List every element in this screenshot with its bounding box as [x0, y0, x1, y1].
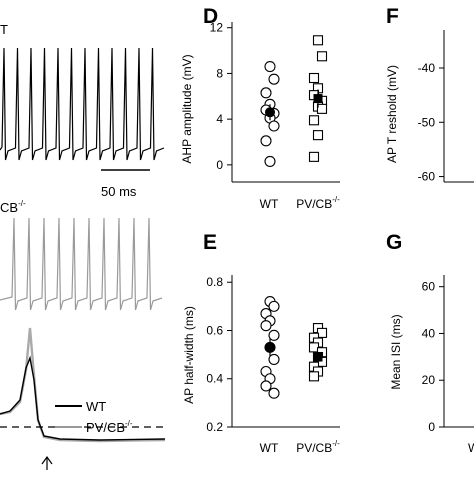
g-category-w: W: [468, 441, 474, 455]
g-ticks: 60 40 20 0: [422, 280, 444, 434]
d-ticks: 0 4 8 12: [210, 21, 232, 172]
pvcb-data-point: [312, 35, 324, 46]
mean-marker: [265, 107, 275, 118]
pvcb-data-point: [316, 103, 328, 114]
pvcb-trace-label: CB-/-: [0, 199, 26, 215]
legend-pvcb-label-sup: -/-: [125, 419, 133, 428]
f-ticks: -40 -50 -60: [418, 61, 444, 184]
wt-data-point: [264, 155, 276, 167]
y-tick-label: 0: [428, 420, 435, 434]
d-category-pvcb-sup: -/-: [332, 195, 340, 204]
d-category-wt: WT: [260, 197, 279, 211]
wt-data-point: [268, 353, 280, 365]
panel-f: F AP T reshold (mV) -40 -50 -60: [385, 5, 474, 184]
ap-waveform-panel: WT PV/CB-/-: [0, 327, 166, 470]
d-y-axis-label: AHP amplitude (mV): [180, 54, 194, 163]
d-points: [260, 35, 328, 167]
y-tick-label: 12: [210, 21, 224, 35]
e-category-pvcb-sup: -/-: [332, 439, 340, 448]
y-tick-label: -60: [418, 170, 436, 184]
legend-pvcb-label-text: PV/CB: [86, 420, 125, 435]
pvcb-trace-label-text: CB: [0, 200, 18, 215]
panel-letter-f: F: [386, 5, 399, 28]
wt-ap-waveform: [0, 355, 166, 441]
y-tick-label: 0.2: [206, 420, 223, 434]
mean-marker: [313, 352, 323, 362]
arrow-head-icon: [41, 455, 53, 465]
wt-data-point: [260, 380, 272, 392]
e-category-pvcb-text: PV/CB: [296, 441, 332, 455]
pvcb-ap-waveform: [0, 327, 166, 443]
pvcb-data-point: [308, 72, 320, 84]
wt-data-point: [268, 329, 280, 341]
y-tick-label: 0.8: [206, 275, 223, 289]
pvcb-data-point: [316, 51, 328, 62]
y-tick-label: 0.4: [206, 372, 223, 386]
wt-data-point: [260, 87, 272, 99]
wt-trace-panel: T 50 ms: [0, 22, 165, 199]
wt-data-point: [260, 135, 272, 147]
mean-marker: [265, 342, 275, 353]
pvcb-trace-panel: CB-/-: [0, 199, 163, 311]
panel-e: E AP half-width (ms) 0.2 0.4 0.6 0.8 WT PV/…: [182, 231, 340, 455]
y-tick-label: 60: [422, 280, 436, 294]
d-category-pvcb: PV/CB-/-: [296, 195, 340, 211]
e-points: [260, 295, 328, 399]
y-tick-label: 20: [422, 373, 436, 387]
pvcb-spike-trace: [0, 217, 163, 311]
pvcb-data-point: [308, 371, 320, 382]
y-tick-label: 40: [422, 326, 436, 340]
f-y-axis-label: AP T reshold (mV): [385, 65, 399, 163]
legend-wt-label: WT: [86, 399, 106, 414]
mean-marker: [313, 94, 323, 104]
wt-trace-label: T: [0, 22, 8, 37]
panel-g: G Mean ISI (ms) 60 40 20 0 W: [386, 231, 474, 455]
e-ticks: 0.2 0.4 0.6 0.8: [206, 275, 232, 434]
e-y-axis-label: AP half-width (ms): [182, 306, 196, 404]
pvcb-data-point: [312, 130, 324, 141]
y-tick-label: 0.6: [206, 323, 223, 337]
wt-data-point: [268, 300, 280, 312]
e-category-pvcb: PV/CB-/-: [296, 439, 340, 455]
d-category-pvcb-text: PV/CB: [296, 197, 332, 211]
wt-data-point: [268, 387, 280, 399]
wt-data-point: [268, 120, 280, 132]
y-tick-label: 4: [216, 112, 223, 126]
y-tick-label: -50: [418, 115, 436, 129]
e-category-wt: WT: [260, 441, 279, 455]
wt-data-point: [260, 320, 272, 332]
pvcb-data-point: [308, 115, 320, 126]
panel-letter-e: E: [203, 231, 217, 254]
y-tick-label: 8: [216, 66, 223, 80]
legend-pvcb-label: PV/CB-/-: [86, 419, 133, 435]
pvcb-trace-label-sup: -/-: [18, 199, 26, 208]
panel-letter-g: G: [386, 231, 402, 254]
wt-data-point: [268, 73, 280, 85]
panel-d: D AHP amplitude (mV) 0 4 8 12 WT PV/CB-/-: [180, 5, 340, 211]
y-tick-label: 0: [216, 158, 223, 172]
wt-data-point: [264, 61, 276, 73]
scale-bar-label: 50 ms: [101, 184, 137, 199]
g-y-axis-label: Mean ISI (ms): [389, 314, 403, 389]
pvcb-data-point: [308, 151, 320, 162]
wt-spike-trace: [0, 47, 165, 161]
y-tick-label: -40: [418, 61, 436, 75]
panel-letter-d: D: [203, 5, 218, 28]
